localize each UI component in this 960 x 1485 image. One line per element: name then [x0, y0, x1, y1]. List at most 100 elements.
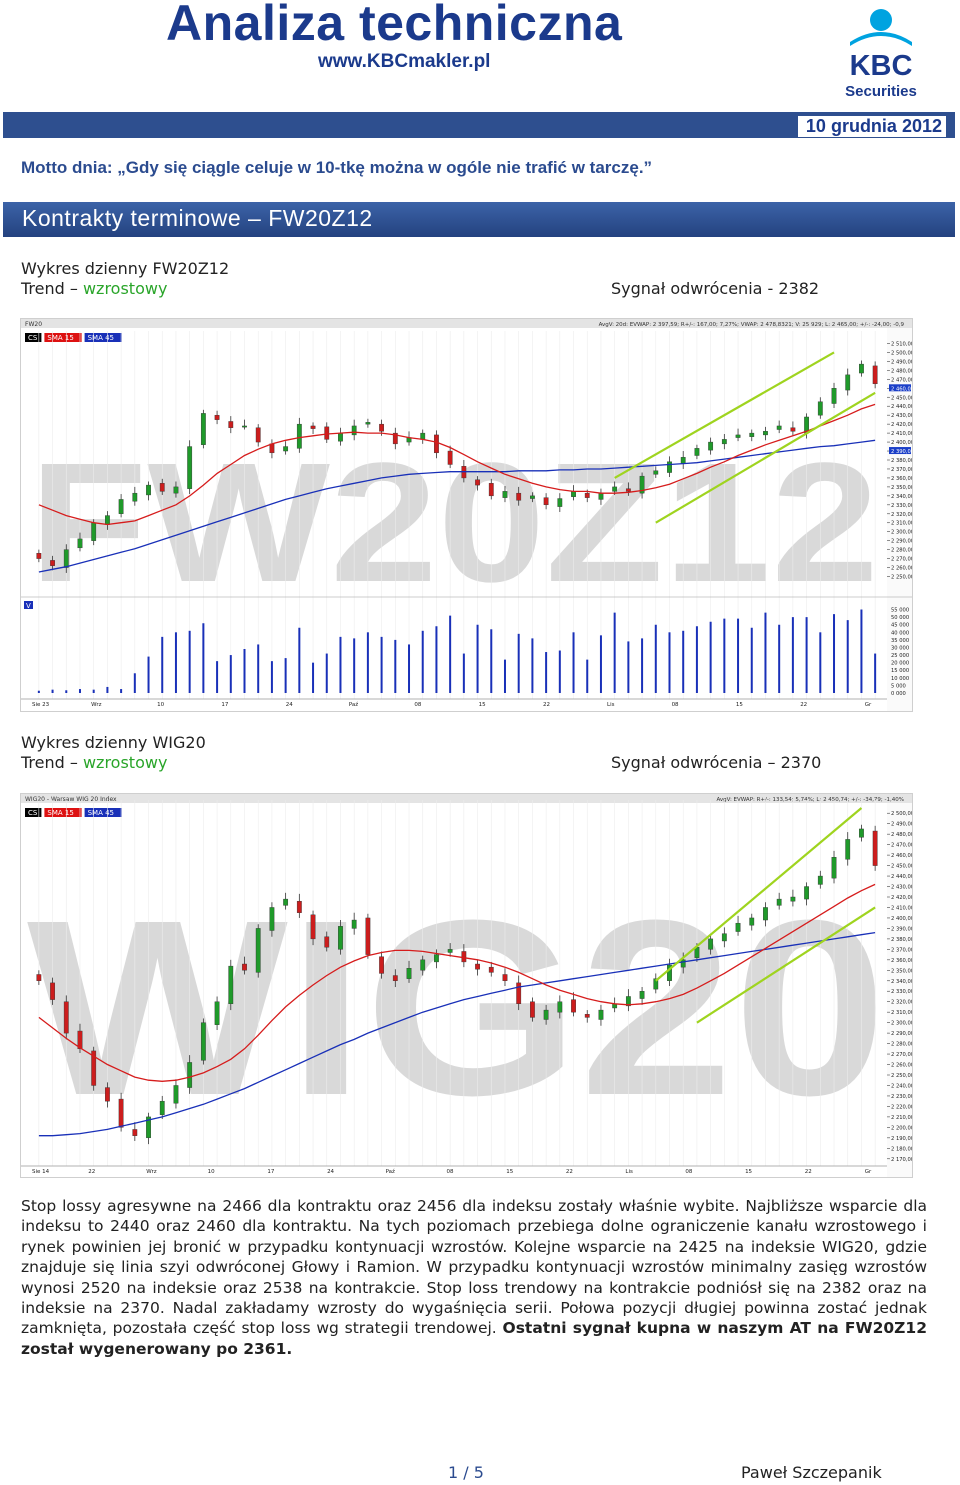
candle-body	[804, 886, 809, 900]
price-tick-label: 2 220,00	[891, 1104, 912, 1110]
x-tick-label: 15	[479, 702, 486, 708]
candle-body	[776, 898, 782, 906]
candle-body	[735, 922, 741, 932]
price-tick-label: 2 170,00	[891, 1157, 912, 1163]
candle-body	[571, 491, 576, 497]
candle-body	[242, 963, 247, 971]
chart-stats-text: AvgV: EVWAP: R+/-: 133,54; 5,74%; L: 2 4…	[716, 797, 904, 803]
candle-body	[639, 991, 645, 999]
price-tick-label: 2 270,00	[891, 557, 912, 563]
chart1-signal: Sygnał odwrócenia - 2382	[611, 279, 820, 298]
wig20-chart: WIG20 - Warsaw WIG 20 Index AvgV: EVWAP: …	[20, 793, 913, 1178]
price-tick-label: 2 380,00	[891, 458, 912, 464]
x-tick-label: 24	[286, 702, 293, 708]
trend-channel-line	[696, 906, 876, 1024]
x-tick-label: Lis	[625, 1169, 633, 1175]
candle-body	[680, 457, 686, 464]
candle-body	[667, 461, 672, 473]
candle-body	[434, 954, 439, 963]
price-tick-label: 2 500,00	[891, 350, 912, 356]
candle-body	[488, 966, 494, 973]
sma45-line	[38, 931, 876, 1137]
sma45-line	[38, 439, 876, 573]
candle-body	[200, 413, 206, 445]
kbc-logo-icon: KBC Securities	[845, 9, 917, 100]
price-tick-label: 2 410,00	[891, 905, 912, 911]
price-tick-label: 2 360,00	[891, 958, 912, 964]
volume-tick-label: 50 000	[891, 615, 909, 621]
x-tick-label: 08	[685, 1169, 692, 1175]
candle-body	[708, 441, 714, 451]
page-number: 1 / 5	[448, 1463, 484, 1482]
price-tick-label: 2 240,00	[891, 1083, 912, 1089]
x-tick-label: 10	[157, 702, 164, 708]
candle-body	[214, 414, 220, 420]
price-tick-label: 2 450,00	[891, 395, 912, 401]
candle-body	[488, 483, 494, 497]
price-tick-label: 2 340,00	[891, 494, 912, 500]
candle-body	[283, 446, 289, 452]
price-tick-label: 2 280,00	[891, 1042, 912, 1048]
chart1-caption: Wykres dzienny FW20Z12	[21, 259, 230, 278]
volume-tick-label: 20 000	[891, 661, 909, 667]
volume-tick-label: 0 000	[891, 691, 906, 697]
x-tick-label: Gr	[865, 1169, 872, 1175]
section-title: Kontrakty terminowe – FW20Z12	[22, 205, 373, 231]
price-tick-label: 2 420,00	[891, 422, 912, 428]
price-tick-label: 2 500,00	[891, 811, 912, 817]
candle-body	[612, 486, 618, 492]
price-tick-label: 2 270,00	[891, 1052, 912, 1058]
candle-body	[228, 421, 234, 428]
candle-body	[872, 830, 878, 866]
candle-body	[351, 425, 357, 436]
chart2-trend: Trend – wzrostowy	[21, 753, 167, 772]
candle-body	[324, 426, 330, 440]
x-tick-label: 22	[566, 1169, 573, 1175]
price-tick-label: 2 300,00	[891, 530, 912, 536]
x-tick-label: 17	[221, 702, 228, 708]
price-tick-label: 2 370,00	[891, 947, 912, 953]
x-tick-label: 15	[736, 702, 743, 708]
candle-body	[63, 549, 69, 568]
candle-body	[735, 434, 741, 438]
x-tick-label: 08	[447, 1169, 454, 1175]
volume-label: V	[26, 602, 31, 610]
price-tick-label: 2 480,00	[891, 368, 912, 374]
candle-body	[502, 491, 508, 498]
volume-tick-label: 30 000	[891, 645, 909, 651]
price-tick-label: 2 490,00	[891, 359, 912, 365]
website-link[interactable]: www.KBCmakler.pl	[318, 51, 491, 72]
candle-body	[447, 949, 453, 953]
x-tick-label: 22	[88, 1169, 95, 1175]
legend-swatch	[44, 333, 82, 342]
buy-signal-note: Ostatni sygnał kupna w naszym AT na FW20…	[21, 1319, 927, 1358]
price-tick-label: 2 310,00	[891, 1010, 912, 1016]
trend-label: Trend –	[21, 279, 83, 298]
candle-body	[50, 982, 55, 1000]
candle-body	[584, 492, 590, 498]
candle-body	[392, 432, 398, 445]
x-tick-label: Lis	[607, 702, 615, 708]
x-tick-label: 10	[208, 1169, 215, 1175]
price-tick-label: 2 250,00	[891, 575, 912, 581]
candle-body	[146, 1116, 151, 1139]
candle-body	[530, 1001, 535, 1018]
x-tick-label: 08	[672, 702, 679, 708]
candle-body	[159, 1100, 165, 1115]
candle-body	[872, 365, 878, 385]
candle-body	[776, 425, 782, 430]
candle-body	[447, 450, 453, 465]
legend-swatch	[84, 808, 122, 817]
legend-swatch	[84, 333, 122, 342]
motto: Motto dnia: „Gdy się ciągle celuje w 10-…	[21, 158, 653, 177]
candle-body	[859, 828, 864, 838]
candle-body	[461, 951, 467, 963]
candle-body	[543, 497, 549, 506]
volume-tick-label: 40 000	[891, 630, 909, 636]
candle-body	[379, 956, 384, 974]
chart-header-label: WIG20 - Warsaw WIG 20 Index	[25, 796, 117, 803]
candle-body	[667, 964, 672, 981]
candle-body	[502, 974, 508, 981]
candle-body	[338, 926, 343, 950]
candle-body	[50, 560, 55, 566]
